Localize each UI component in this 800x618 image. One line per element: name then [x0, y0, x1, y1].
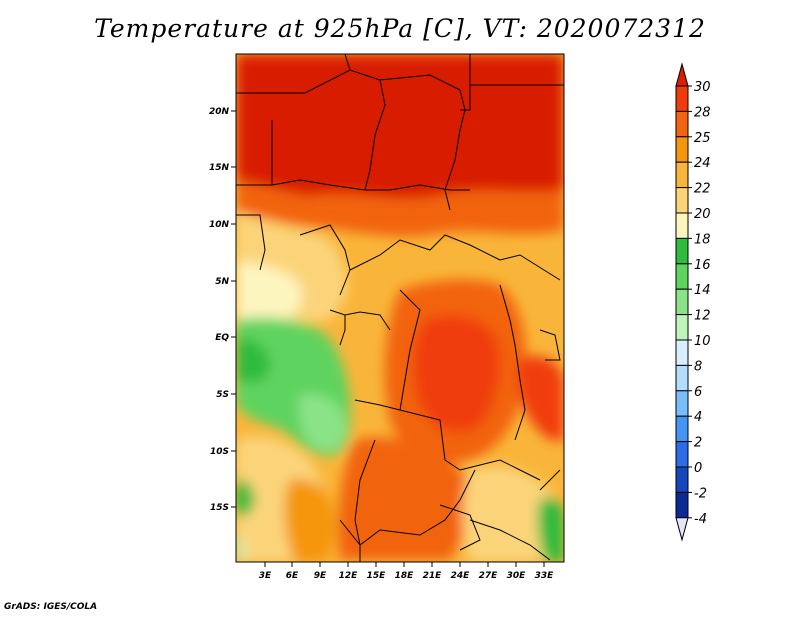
colorbar-label: 8 — [694, 359, 702, 374]
lat-label: 10S — [210, 447, 229, 457]
colorbar-label: 22 — [694, 182, 711, 197]
colorbar-label: 24 — [694, 156, 711, 171]
colorbar-swatch — [675, 187, 689, 214]
colorbar-swatch — [675, 364, 689, 392]
lon-label: 30E — [507, 571, 527, 581]
colorbar-swatch — [675, 110, 689, 138]
lon-label: 12E — [339, 571, 359, 581]
colorbar-swatch — [675, 161, 689, 189]
colorbar-label: 2 — [694, 436, 702, 451]
latitude-axis: 20N 15N 10N 5N EQ 5S 10S 15S — [209, 107, 236, 513]
colorbar-swatch — [675, 415, 689, 443]
colorbar-swatch — [675, 491, 689, 519]
lat-label: 5N — [215, 277, 229, 287]
colorbar-label: -2 — [694, 486, 707, 501]
colorbar-swatch — [675, 314, 689, 341]
colorbar-label: -4 — [694, 512, 707, 527]
colorbar-swatch — [675, 212, 689, 239]
colorbar-label: 0 — [694, 461, 702, 476]
colorbar-swatch — [675, 85, 689, 112]
colorbar-label: 20 — [694, 207, 711, 222]
colorbar-swatch — [675, 466, 689, 493]
colorbar-swatch — [675, 263, 689, 290]
credit-label: GrADS: IGES/COLA — [4, 602, 98, 612]
colorbar-label: 25 — [694, 131, 711, 146]
lon-label: 27E — [479, 571, 499, 581]
lat-label: 10N — [209, 220, 230, 230]
lat-label: 15N — [209, 163, 230, 173]
colorbar-label: 6 — [694, 385, 702, 400]
lat-label: 20N — [209, 107, 230, 117]
lon-label: 6E — [286, 571, 299, 581]
lon-label: 15E — [367, 571, 387, 581]
colorbar-label: 4 — [694, 410, 702, 425]
lon-label: 18E — [395, 571, 415, 581]
lon-label: 33E — [535, 571, 555, 581]
map-title: Temperature at 925hPa [C], VT: 202007231… — [94, 14, 706, 43]
colorbar-swatch — [675, 136, 689, 163]
lat-label: 5S — [216, 390, 229, 400]
colorbar-swatch — [675, 390, 689, 417]
map-frame — [235, 53, 565, 563]
colorbar-label: 16 — [694, 258, 711, 273]
lat-label: 15S — [210, 503, 229, 513]
lon-label: 3E — [259, 571, 272, 581]
colorbar-bottom-triangle — [675, 517, 689, 542]
colorbar-label: 30 — [694, 80, 711, 95]
colorbar-swatch — [675, 237, 689, 265]
colorbar-label: 14 — [694, 283, 711, 298]
lon-label: 24E — [451, 571, 471, 581]
colorbar-label: 12 — [694, 309, 711, 324]
lon-label: 21E — [423, 571, 443, 581]
colorbar-swatch — [675, 441, 689, 468]
lon-label: 9E — [314, 571, 327, 581]
country-borders — [236, 54, 564, 562]
colorbar-swatch — [675, 339, 689, 366]
colorbar-label: 18 — [694, 232, 711, 247]
colorbar-label: 28 — [694, 105, 711, 120]
colorbar-swatch — [675, 288, 689, 316]
lat-label: EQ — [215, 333, 229, 343]
temperature-field — [236, 54, 564, 562]
colorbar-label: 10 — [694, 334, 711, 349]
longitude-axis: 3E 6E 9E 12E 15E 18E 21E 24E 27E 30E 33E — [259, 562, 554, 581]
colorbar-top-triangle — [675, 62, 689, 87]
